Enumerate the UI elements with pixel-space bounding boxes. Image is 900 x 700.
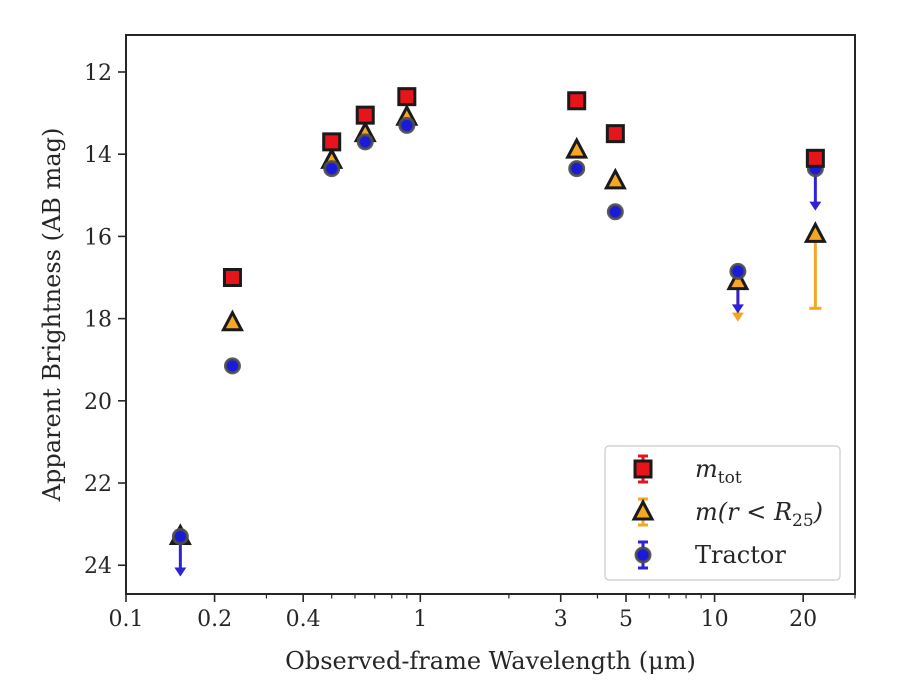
upper-limit-arrowhead <box>174 567 187 577</box>
x-tick-label: 3 <box>554 607 568 632</box>
circle-marker <box>398 116 416 134</box>
x-tick-label: 1 <box>413 607 427 632</box>
square-marker <box>222 268 242 288</box>
circle-marker <box>171 527 189 545</box>
square-marker <box>322 132 342 152</box>
legend-circle-marker <box>634 546 652 564</box>
y-tick-label: 20 <box>84 390 112 415</box>
legend-item: mtot <box>633 454 742 488</box>
circle-marker <box>223 357 241 375</box>
legend-label: Tractor <box>695 541 786 569</box>
circle-marker <box>323 160 341 178</box>
x-axis-title: Observed-frame Wavelength (μm) <box>285 647 696 675</box>
square-marker <box>397 87 417 107</box>
circle-marker <box>356 133 374 151</box>
y-tick-label: 12 <box>84 61 112 86</box>
triangle-marker <box>726 268 750 291</box>
upper-limit-arrowhead <box>731 304 744 314</box>
square-marker <box>355 105 375 125</box>
x-tick-label: 10 <box>701 607 729 632</box>
x-tick-label: 0.2 <box>197 607 232 632</box>
legend-item: Tractor <box>634 540 786 570</box>
legend: mtot m(r < R25) Tractor <box>604 445 841 581</box>
y-tick-label: 22 <box>84 472 112 497</box>
plot-frame <box>125 34 856 595</box>
legend-square-marker <box>633 459 653 479</box>
triangle-marker <box>603 167 627 190</box>
triangle-marker <box>803 221 827 243</box>
x-tick-label: 0.1 <box>109 607 144 632</box>
circle-marker <box>729 262 747 280</box>
y-axis-title: Apparent Brightness (AB mag) <box>38 128 66 503</box>
x-tick-label: 0.4 <box>286 607 321 632</box>
legend-label: mtot <box>695 455 742 488</box>
x-tick-label: 5 <box>619 607 633 632</box>
square-marker <box>805 148 825 168</box>
square-marker <box>567 91 587 111</box>
y-tick-label: 18 <box>84 308 112 333</box>
y-tick-label: 16 <box>84 225 112 250</box>
legend-item: m(r < R25) <box>631 497 823 531</box>
y-tick-label: 24 <box>84 554 112 579</box>
legend-triangle-marker <box>631 498 655 521</box>
axes: 0.1 0.2 0.4 1 3 5 10 20 12 14 16 18 20 22 24 <box>84 34 856 632</box>
triangle-marker <box>565 136 589 159</box>
square-marker <box>605 124 625 144</box>
x-tick-label: 20 <box>789 607 817 632</box>
upper-limit-arrowhead <box>731 312 744 322</box>
circle-marker <box>568 160 586 178</box>
legend-label: m(r < R25) <box>695 498 823 531</box>
triangle-marker <box>220 309 244 332</box>
upper-limit-arrowhead <box>809 201 822 211</box>
circle-marker <box>606 203 624 221</box>
legend-box <box>604 445 841 581</box>
plot-area <box>168 87 827 577</box>
y-tick-label: 14 <box>84 143 112 168</box>
